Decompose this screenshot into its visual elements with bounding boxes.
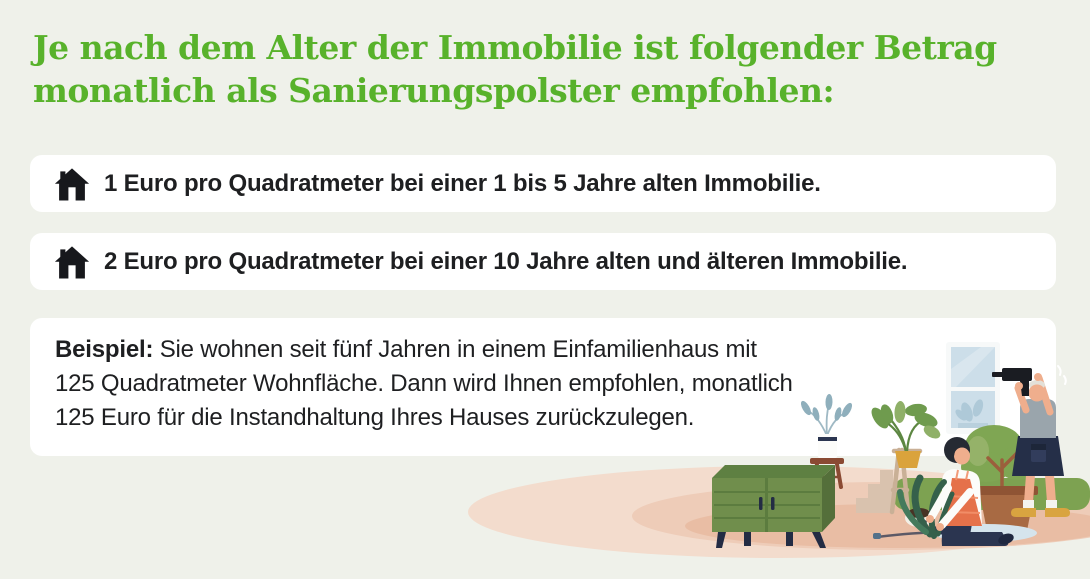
potted-plant (871, 401, 941, 468)
steps (856, 470, 893, 513)
rule-card-young-property: 1 Euro pro Quadratmeter bei einer 1 bis … (30, 155, 1056, 212)
example-line-2: 125 Quadratmeter Wohnfläche. Dann wird I… (55, 370, 793, 397)
example-line-3: 125 Euro für die Instandhaltung Ihres Ha… (55, 404, 695, 431)
house-icon (54, 167, 90, 200)
example-line-1: Beispiel: Sie wohnen seit fünf Jahren in… (55, 336, 757, 363)
title-line-2: monatlich als Sanierungspolster empfohle… (33, 71, 835, 110)
page-title: Je nach dem Alter der Immobilie ist folg… (33, 26, 997, 112)
renovation-illustration (468, 342, 1090, 558)
drill-icon (992, 368, 1032, 396)
man-drilling (992, 365, 1070, 517)
example-label: Beispiel: (55, 336, 154, 363)
woman-planting (897, 437, 1014, 546)
rule-text-1: 1 Euro pro Quadratmeter bei einer 1 bis … (104, 169, 821, 197)
green-cabinet (712, 465, 835, 548)
example-card: Beispiel: Sie wohnen seit fünf Jahren in… (30, 318, 1056, 456)
rule-card-old-property: 2 Euro pro Quadratmeter bei einer 10 Jah… (30, 233, 1056, 290)
house-icon (54, 245, 90, 278)
window (946, 342, 1000, 434)
title-line-1: Je nach dem Alter der Immobilie ist folg… (33, 28, 997, 67)
rule-text-2: 2 Euro pro Quadratmeter bei einer 10 Jah… (104, 247, 908, 275)
